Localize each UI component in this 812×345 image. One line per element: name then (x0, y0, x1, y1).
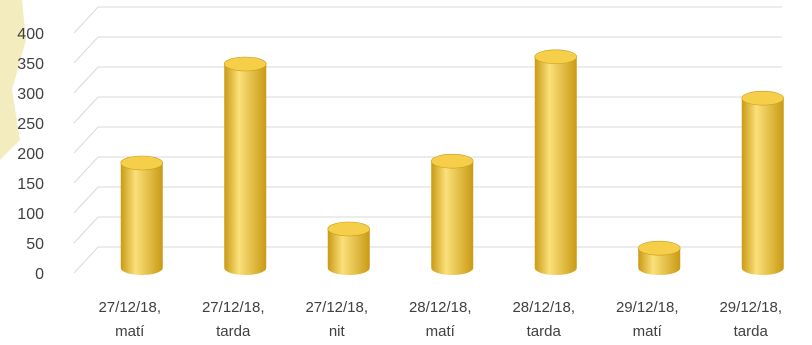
bar-top (741, 90, 785, 106)
x-tick-label: 28/12/18, (512, 299, 575, 316)
gridline (73, 156, 782, 184)
decor-shape (0, 0, 26, 160)
bar (120, 155, 164, 276)
x-tick-label: tarda (216, 323, 251, 340)
bar-body (431, 161, 474, 276)
x-tick-label: 27/12/18, (305, 299, 368, 316)
x-tick-label: matí (115, 323, 145, 340)
x-tick-label: matí (426, 323, 456, 340)
y-tick-label: 350 (17, 56, 44, 73)
y-tick-label: 400 (17, 26, 44, 43)
x-tick-label: tarda (734, 323, 769, 340)
y-tick-label: 0 (35, 266, 44, 283)
bars (120, 49, 785, 276)
gridline (73, 96, 782, 124)
corner-decoration (0, 0, 26, 160)
bar-body (327, 229, 370, 276)
y-tick-label: 300 (17, 86, 44, 103)
x-tick-label: 29/12/18, (616, 299, 679, 316)
x-tick-label: nit (329, 323, 346, 340)
bar (637, 240, 681, 275)
gridline (73, 36, 782, 64)
bar-body (224, 64, 267, 276)
bar-top (327, 221, 371, 237)
bar-body (741, 98, 784, 276)
bar-top (637, 240, 681, 256)
x-tick-label: 27/12/18, (98, 299, 161, 316)
gridline (73, 186, 782, 214)
bar-top (223, 56, 267, 72)
gridlines (73, 6, 782, 274)
y-tick-label: 50 (26, 236, 44, 253)
gridline (73, 216, 782, 244)
bar (223, 56, 267, 276)
x-tick-label: 27/12/18, (202, 299, 265, 316)
x-tick-label: matí (633, 323, 663, 340)
bar-top (120, 155, 164, 171)
x-axis-labels: 27/12/18, matí 27/12/18, tarda 27/12/18, nit 2… (98, 299, 782, 340)
bar-body (638, 248, 681, 275)
bar (327, 221, 371, 276)
y-tick-label: 100 (17, 206, 44, 223)
gridline (73, 126, 782, 154)
bar-top (430, 153, 474, 169)
bar-top (534, 49, 578, 65)
bar-body (534, 56, 577, 276)
y-tick-label: 250 (17, 116, 44, 133)
bar-body (120, 163, 163, 276)
gridline (73, 6, 782, 34)
bar (741, 90, 785, 276)
y-axis-ticks: 0 50 100 150 200 250 300 350 400 (17, 26, 44, 283)
x-tick-label: 28/12/18, (409, 299, 472, 316)
y-tick-label: 200 (17, 146, 44, 163)
bar (430, 153, 474, 276)
gridline (73, 66, 782, 94)
x-tick-label: tarda (527, 323, 562, 340)
x-tick-label: 29/12/18, (719, 299, 782, 316)
y-tick-label: 150 (17, 176, 44, 193)
bar (534, 49, 578, 276)
